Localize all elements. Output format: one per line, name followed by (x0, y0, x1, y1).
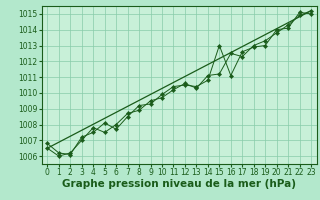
X-axis label: Graphe pression niveau de la mer (hPa): Graphe pression niveau de la mer (hPa) (62, 179, 296, 189)
